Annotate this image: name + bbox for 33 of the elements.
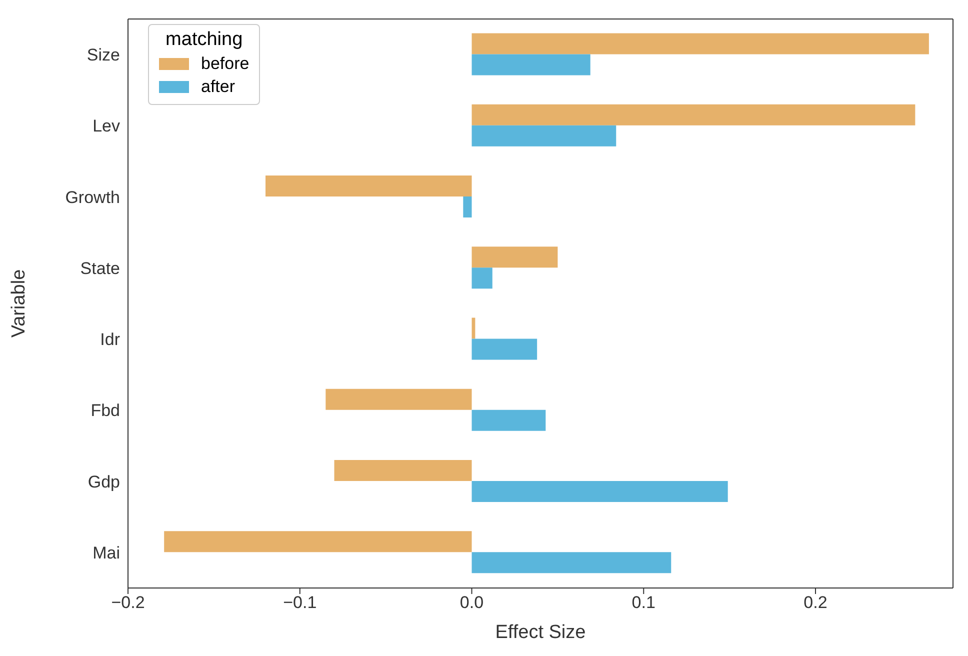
bar [472, 552, 672, 574]
y-tick-label: Size [86, 46, 120, 65]
bar [472, 33, 929, 54]
bar [164, 531, 472, 552]
bar [463, 196, 472, 218]
legend-label: after [201, 77, 236, 97]
y-axis-title: Variable [8, 269, 30, 338]
x-axis-title: Effect Size [495, 622, 586, 643]
bar [472, 104, 916, 126]
bar [266, 175, 472, 196]
bar [326, 388, 472, 410]
bar [472, 268, 492, 289]
bar [472, 338, 538, 360]
x-tick-label: 0.1 [632, 593, 656, 612]
y-tick-label: Growth [65, 188, 120, 207]
y-tick-label: Mai [92, 543, 120, 562]
bar [334, 460, 472, 481]
y-tick-label: Fbd [90, 401, 120, 420]
legend-label: before [201, 54, 250, 74]
x-tick-label: −0.1 [283, 593, 317, 612]
y-tick-label: Idr [100, 330, 120, 350]
y-tick-label: Gdp [88, 472, 120, 492]
bar [472, 54, 590, 76]
x-tick-label: 0.0 [460, 593, 484, 612]
x-tick-label: −0.2 [111, 593, 145, 612]
bar [472, 410, 546, 431]
bar [472, 246, 558, 268]
bar [472, 480, 728, 502]
x-tick-label: 0.2 [804, 593, 828, 612]
y-tick-label: Lev [92, 116, 120, 136]
legend-title: matching [164, 29, 244, 51]
bar [472, 125, 616, 146]
y-tick-label: State [80, 258, 120, 278]
